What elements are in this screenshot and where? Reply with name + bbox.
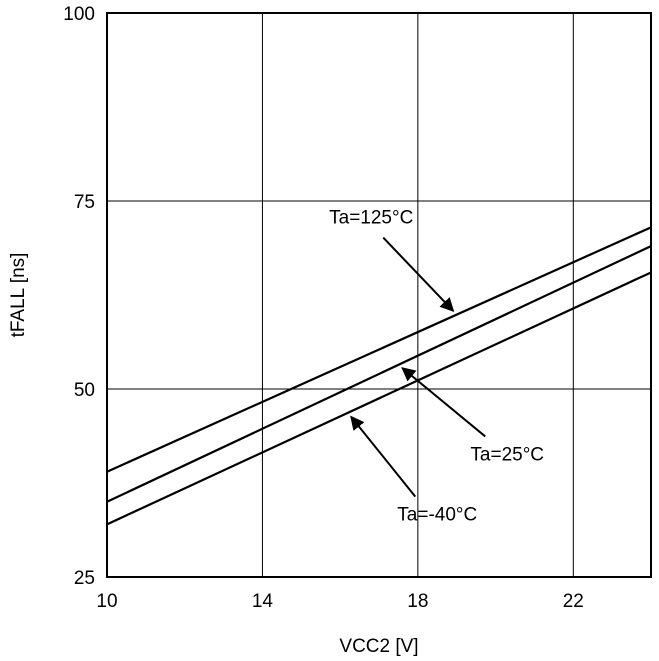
y-tick-label: 25 [74, 568, 95, 589]
series-group [106, 226, 652, 526]
x-tick-label: 14 [252, 591, 274, 612]
annotation-arrow-2 [350, 415, 417, 498]
series-line-2 [106, 271, 652, 526]
grid [107, 13, 651, 577]
x-tick-label: 10 [96, 591, 117, 612]
x-axis-title: VCC2 [V] [339, 636, 418, 657]
y-tick-label: 50 [74, 380, 95, 401]
tick-labels: 10 14 18 22 25 50 75 100 [63, 4, 584, 612]
series-line-1 [106, 245, 652, 503]
y-tick-label: 75 [74, 192, 95, 213]
annotation-arrow-0 [382, 236, 455, 313]
annotation-label-0: Ta=125°C [329, 208, 413, 229]
annotation-label-1: Ta=25°C [470, 444, 544, 465]
series-line-0 [106, 226, 652, 473]
annotation-arrow-1 [401, 367, 486, 438]
x-tick-label: 18 [407, 591, 428, 612]
x-tick-label: 22 [563, 591, 584, 612]
annotation-label-2: Ta=-40°C [397, 505, 477, 526]
annotation-group: Ta=125°C Ta=25°C Ta=-40°C [329, 208, 544, 526]
y-axis-title: tFALL [ns] [8, 253, 29, 338]
y-tick-label: 100 [63, 4, 95, 25]
plot-frame [106, 12, 652, 578]
